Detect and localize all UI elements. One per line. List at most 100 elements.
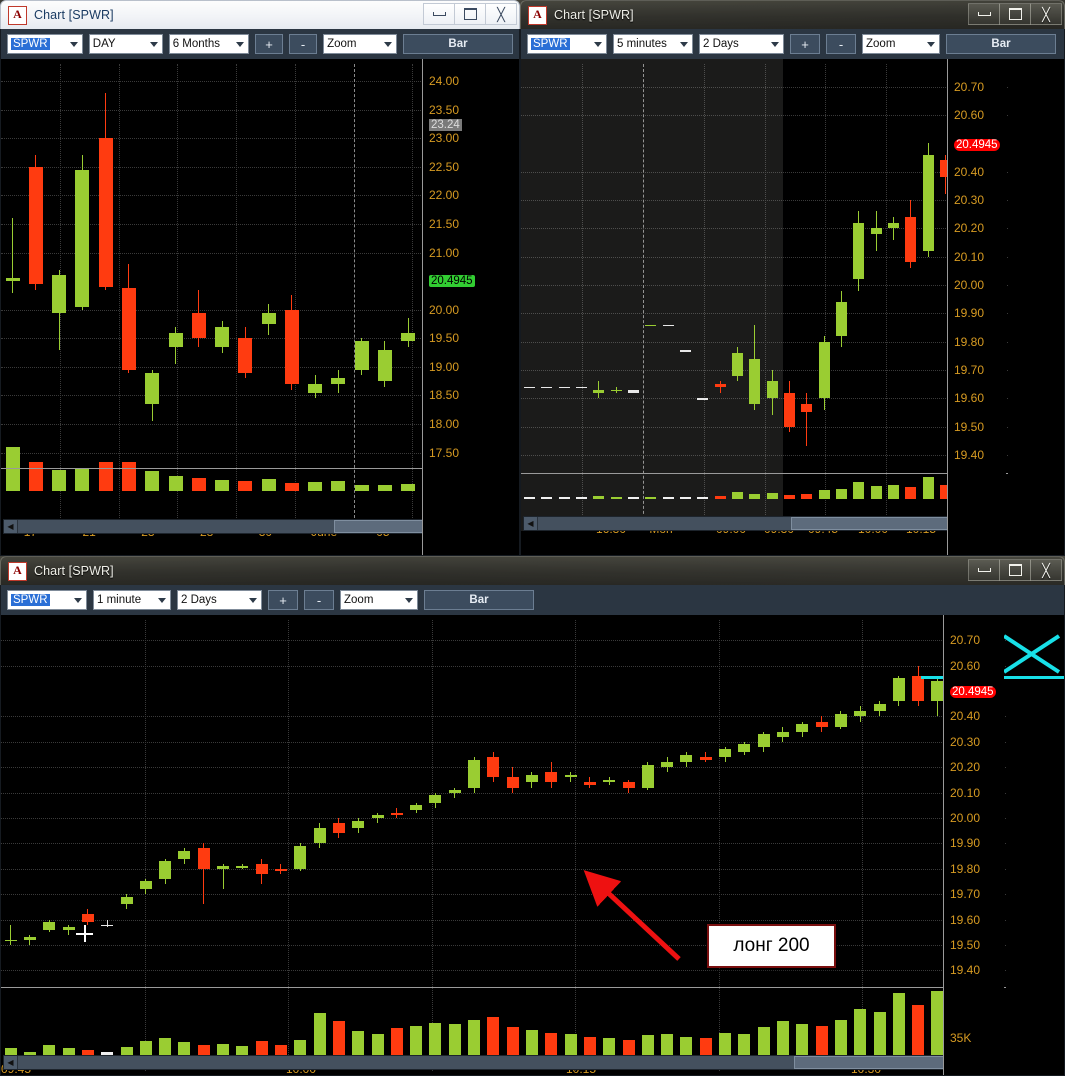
interval-select[interactable]: DAY xyxy=(88,34,163,54)
candle-body xyxy=(98,138,113,287)
candle xyxy=(784,381,796,433)
candle-body xyxy=(377,349,392,382)
price-plot-daily[interactable]: 1721232830June0507.06◀▶ xyxy=(1,59,519,555)
scroll-left-arrow[interactable]: ◀ xyxy=(524,517,538,530)
candle xyxy=(448,787,461,798)
zoom-select[interactable]: Zoom xyxy=(340,590,418,610)
maximize-button[interactable] xyxy=(999,3,1031,25)
candle xyxy=(931,675,944,717)
zoom-out-button[interactable]: - xyxy=(304,590,334,610)
symbol-input[interactable]: SPWR xyxy=(7,590,87,610)
grid-line xyxy=(177,64,179,528)
candle-body xyxy=(28,166,43,284)
volume-bar xyxy=(680,497,692,499)
last-price-marker: 20.4945 xyxy=(950,686,996,699)
candle-body xyxy=(294,845,307,869)
titlebar-chart-daily[interactable]: A Chart [SPWR] ╳ xyxy=(0,0,520,29)
price-plot-1min[interactable]: 09:4510:0010:1510:30◀▶лонг 200 xyxy=(1,615,1064,1075)
price-plot-5min[interactable]: 16:30Mon09:0009:3009:4510:0010:1510:30◀▶ xyxy=(521,59,1064,555)
window-chart-5min[interactable]: A Chart [SPWR] ╳ SPWR 5 minutes 2 Days +… xyxy=(520,0,1065,556)
candle-body xyxy=(197,848,210,869)
range-select[interactable]: 2 Days xyxy=(177,590,262,610)
bar-button[interactable]: Bar xyxy=(403,34,514,54)
horizontal-scrollbar[interactable]: ◀▶ xyxy=(3,1055,1004,1070)
symbol-input[interactable]: SPWR xyxy=(7,34,83,54)
titlebar-chart-1min[interactable]: A Chart [SPWR] ╳ xyxy=(0,556,1065,585)
volume-bar xyxy=(603,1037,616,1055)
candle xyxy=(757,731,770,752)
volume-bar xyxy=(236,1045,249,1055)
symbol-input[interactable]: SPWR xyxy=(527,34,607,54)
candle xyxy=(558,386,570,389)
crosshair-cursor xyxy=(76,925,93,943)
chart-canvas-daily[interactable]: 1721232830June0507.06◀▶ 24.0023.5023.002… xyxy=(0,59,520,556)
scrollbar-track[interactable] xyxy=(538,517,791,530)
price-tick-label: 20.70 xyxy=(954,79,985,94)
range-select[interactable]: 2 Days xyxy=(699,34,784,54)
interval-select[interactable]: 5 minutes xyxy=(613,34,693,54)
horizontal-scrollbar[interactable]: ◀▶ xyxy=(3,519,469,534)
volume-bar xyxy=(120,1046,133,1055)
zoom-in-button[interactable]: + xyxy=(268,590,298,610)
minimize-button[interactable] xyxy=(968,559,1000,581)
maximize-button[interactable] xyxy=(454,3,486,25)
price-tick-label: 18.50 xyxy=(429,388,460,403)
candle-body xyxy=(525,774,538,783)
range-select[interactable]: 6 Months xyxy=(168,34,250,54)
scroll-left-arrow[interactable]: ◀ xyxy=(4,520,18,533)
zoom-select[interactable]: Zoom xyxy=(323,34,398,54)
candle-body xyxy=(331,378,346,384)
horizontal-scrollbar[interactable]: ◀▶ xyxy=(523,516,1006,531)
grid-line xyxy=(431,620,433,1071)
volume-bar xyxy=(215,479,230,491)
candle-body xyxy=(352,820,365,829)
candle-body xyxy=(43,922,56,930)
candle xyxy=(524,386,536,389)
price-tick-label: 20.30 xyxy=(950,734,981,749)
chart-canvas-1min[interactable]: 09:4510:0010:1510:30◀▶лонг 200 20.7020.6… xyxy=(0,615,1065,1076)
bar-button[interactable]: Bar xyxy=(424,590,534,610)
candle-body xyxy=(873,703,886,712)
candle-body xyxy=(892,678,905,702)
close-button[interactable]: ╳ xyxy=(485,3,517,25)
zoom-in-button[interactable]: + xyxy=(790,34,820,54)
bar-button[interactable]: Bar xyxy=(946,34,1056,54)
zoom-select[interactable]: Zoom xyxy=(862,34,940,54)
window-chart-daily[interactable]: A Chart [SPWR] ╳ SPWR DAY 6 Months + - Z… xyxy=(0,0,520,556)
candle-body xyxy=(870,228,882,234)
scroll-left-arrow[interactable]: ◀ xyxy=(4,1056,18,1069)
volume-bar xyxy=(610,496,622,499)
volume-bar xyxy=(680,1036,693,1055)
close-button[interactable]: ╳ xyxy=(1030,559,1062,581)
minimize-button[interactable] xyxy=(423,3,455,25)
zoom-out-button[interactable]: - xyxy=(826,34,856,54)
candle xyxy=(818,335,830,410)
candle-body xyxy=(564,774,577,778)
zoom-in-button[interactable]: + xyxy=(255,34,284,54)
volume-bar xyxy=(43,1045,56,1055)
scrollbar-track[interactable] xyxy=(18,1056,794,1069)
window-chart-1min[interactable]: A Chart [SPWR] ╳ SPWR 1 minute 2 Days + … xyxy=(0,556,1065,1076)
candle xyxy=(43,919,56,933)
maximize-button[interactable] xyxy=(999,559,1031,581)
toolbar-chart-daily: SPWR DAY 6 Months + - Zoom Bar xyxy=(0,29,520,59)
grid-line xyxy=(581,64,583,529)
titlebar-chart-5min[interactable]: A Chart [SPWR] ╳ xyxy=(520,0,1065,29)
volume-bar xyxy=(905,487,917,499)
minimize-button[interactable] xyxy=(968,3,1000,25)
candle-body xyxy=(680,754,693,763)
candle-body xyxy=(699,757,712,760)
zoom-out-button[interactable]: - xyxy=(289,34,318,54)
candle-body xyxy=(719,749,732,758)
candle-body xyxy=(818,341,830,399)
interval-select[interactable]: 1 minute xyxy=(93,590,171,610)
chart-canvas-5min[interactable]: 16:30Mon09:0009:3009:4510:0010:1510:30◀▶… xyxy=(520,59,1065,556)
price-axis-daily: 24.00 23.50 23.00 22.50 22.00 21.50 21.00 20.00… xyxy=(422,59,475,555)
candle-body xyxy=(738,744,751,752)
candle xyxy=(217,863,230,890)
candle xyxy=(159,858,172,884)
close-button[interactable]: ╳ xyxy=(1030,3,1062,25)
volume-bar xyxy=(732,492,744,499)
grid-line xyxy=(288,620,290,1071)
scrollbar-track[interactable] xyxy=(18,520,334,533)
